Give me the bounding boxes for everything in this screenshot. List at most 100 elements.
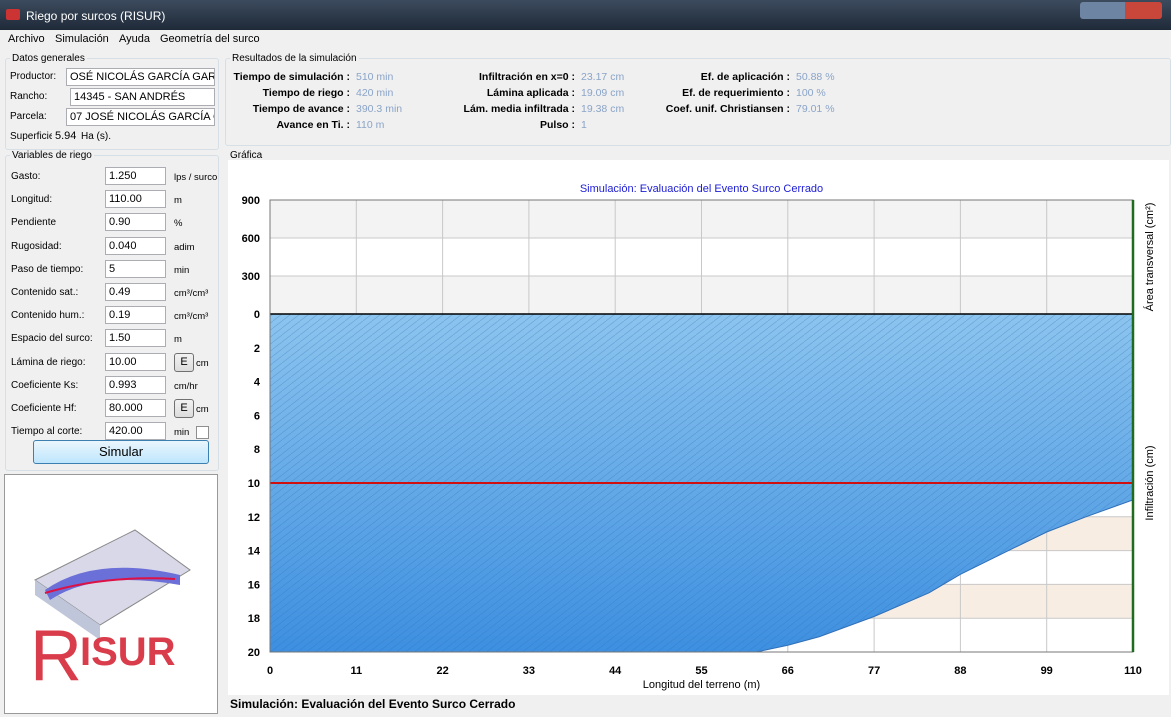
logo-panel: R ISUR — [4, 474, 218, 714]
result-value: 390.3 min — [356, 103, 402, 115]
x-tick-label: 77 — [868, 665, 880, 677]
y-tick-label: 300 — [242, 271, 260, 283]
unit-label: cm³/cm³ — [174, 311, 208, 322]
x-tick-label: 0 — [267, 665, 273, 677]
menu-item[interactable]: Archivo — [8, 33, 45, 45]
group-title: Variables de riego — [10, 150, 94, 161]
app-icon — [6, 9, 20, 20]
y-tick-label: 14 — [248, 546, 261, 558]
y-tick-label: 8 — [254, 444, 260, 456]
var-label: Rugosidad: — [11, 241, 62, 252]
result-value: 1 — [581, 119, 587, 131]
unit-label: m — [174, 195, 182, 206]
field-input[interactable]: OSÉ NICOLÁS GARCÍA GARCÍA — [66, 68, 215, 86]
menu-item[interactable]: Ayuda — [119, 33, 150, 45]
unit-label: Ha (s). — [81, 131, 111, 142]
var-label: Paso de tiempo: — [11, 264, 83, 275]
unit-label: cm³/cm³ — [174, 288, 208, 299]
field-label: Productor: — [10, 71, 56, 82]
var-input[interactable]: 1.250 — [105, 167, 166, 185]
y-tick-label: 20 — [248, 647, 260, 659]
unit-label: % — [174, 218, 182, 229]
simular-button[interactable]: Simular — [33, 440, 209, 464]
result-value: 79.01 % — [796, 103, 835, 115]
field-input[interactable]: 07 JOSÉ NICOLÁS GARCÍA GARCÍ — [66, 108, 215, 126]
var-input[interactable]: 0.040 — [105, 237, 166, 255]
y-tick-label: 10 — [248, 478, 260, 490]
unit-label: cm — [196, 358, 209, 369]
logo: R ISUR — [5, 475, 217, 713]
var-input[interactable]: 80.000 — [105, 399, 166, 417]
result-value: 19.09 cm — [581, 87, 624, 99]
unit-label: min — [174, 265, 189, 276]
y-axis-title: Área transversal (cm²) — [1143, 203, 1156, 312]
unit-label: cm — [196, 404, 209, 415]
result-label: Tiempo de simulación : — [234, 71, 351, 83]
unit-label: min — [174, 427, 189, 438]
var-input[interactable]: 10.00 — [105, 353, 166, 371]
x-tick-label: 99 — [1041, 665, 1053, 677]
e-button[interactable]: E — [174, 399, 194, 418]
window-controls[interactable] — [1080, 2, 1162, 19]
result-label: Avance en Ti. : — [276, 119, 350, 131]
result-label: Tiempo de avance : — [253, 103, 350, 115]
result-value: 50.88 % — [796, 71, 835, 83]
var-input[interactable]: 0.49 — [105, 283, 166, 301]
y-axis-title: Infiltración (cm) — [1144, 445, 1156, 520]
result-value: 510 min — [356, 71, 393, 83]
y-tick-label: 900 — [242, 195, 260, 207]
var-label: Espacio del surco: — [11, 333, 93, 344]
result-label: Ef. de aplicación : — [701, 71, 790, 83]
x-tick-label: 44 — [609, 665, 622, 677]
result-label: Pulso : — [540, 119, 575, 131]
unit-label: lps / surco — [174, 172, 217, 183]
menu-item[interactable]: Geometría del surco — [160, 33, 260, 45]
chart-title: Simulación: Evaluación del Evento Surco … — [580, 183, 823, 195]
var-input[interactable]: 420.00 — [105, 422, 166, 440]
menu-item[interactable]: Simulación — [55, 33, 109, 45]
app-window: Riego por surcos (RISUR) Datos generales… — [0, 0, 1171, 717]
field-label: Parcela: — [10, 111, 47, 122]
x-tick-label: 55 — [695, 665, 707, 677]
unit-label: adim — [174, 242, 195, 253]
var-input[interactable]: 1.50 — [105, 329, 166, 347]
x-tick-label: 33 — [523, 665, 535, 677]
var-label: Lámina de riego: — [11, 357, 86, 368]
var-input[interactable]: 0.19 — [105, 306, 166, 324]
var-input[interactable]: 5 — [105, 260, 166, 278]
logo-text: ISUR — [80, 630, 176, 674]
var-label: Contenido hum.: — [11, 310, 84, 321]
var-label: Pendiente — [11, 217, 56, 228]
y-tick-label: 16 — [248, 579, 260, 591]
x-tick-label: 66 — [782, 665, 794, 677]
field-input[interactable]: 14345 - SAN ANDRÉS — [70, 88, 215, 106]
y-tick-label: 600 — [242, 233, 260, 245]
y-tick-label: 2 — [254, 343, 260, 355]
x-tick-label: 88 — [954, 665, 966, 677]
var-label: Longitud: — [11, 194, 52, 205]
var-input[interactable]: 110.00 — [105, 190, 166, 208]
result-label: Coef. unif. Christiansen : — [666, 103, 790, 115]
unit-label: cm/hr — [174, 381, 198, 392]
y-tick-label: 4 — [254, 377, 261, 389]
group-title: Datos generales — [10, 53, 87, 64]
x-tick-label: 110 — [1124, 665, 1142, 677]
field-label: Superficie: — [10, 131, 57, 142]
x-axis-title: Longitud del terreno (m) — [643, 679, 760, 691]
e-button[interactable]: E — [174, 353, 194, 372]
result-label: Tiempo de riego : — [263, 87, 350, 99]
window-title: Riego por surcos (RISUR) — [26, 9, 165, 23]
var-input[interactable]: 0.993 — [105, 376, 166, 394]
result-value: 420 min — [356, 87, 393, 99]
var-label: Tiempo al corte: — [11, 426, 82, 437]
checkbox[interactable] — [196, 426, 209, 439]
x-tick-label: 11 — [350, 665, 362, 677]
field-input: 5.94 — [52, 128, 79, 144]
y-tick-label: 12 — [248, 512, 260, 524]
var-label: Coeficiente Ks: — [11, 380, 78, 391]
result-label: Lám. media infiltrada : — [464, 103, 575, 115]
x-tick-label: 22 — [436, 665, 448, 677]
var-label: Gasto: — [11, 171, 40, 182]
var-input[interactable]: 0.90 — [105, 213, 166, 231]
